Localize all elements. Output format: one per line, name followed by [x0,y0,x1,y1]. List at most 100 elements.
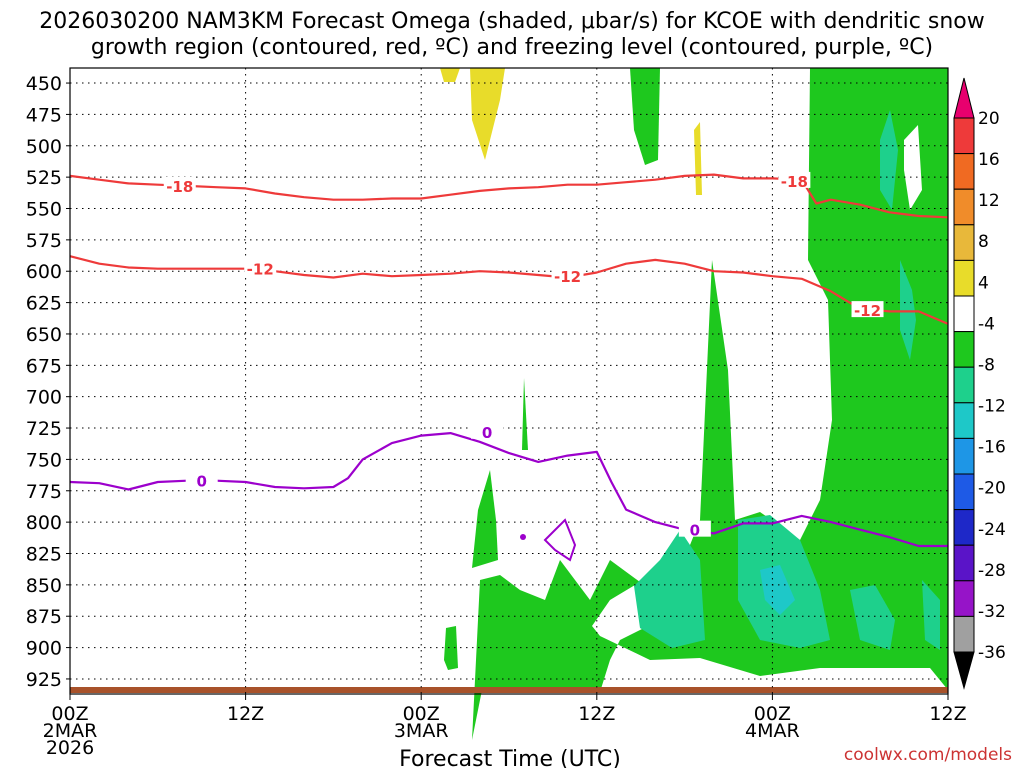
y-tick-label: 800 [26,512,62,534]
colorbar-top-arrow [953,77,975,119]
y-tick-label: 575 [26,230,62,252]
y-tick-label: 525 [26,167,62,189]
watermark-text: coolwx.com/models [844,745,1012,765]
y-axis-ticks: 450 475 500 525 550 575 600 625 650 675 700 725 750 7… [26,73,70,691]
contour-label: -12 [247,261,274,279]
x-tick-label: 12Z [227,703,264,725]
y-tick-label: 750 [26,449,62,471]
colorbar-label: -8 [978,355,995,375]
omega-region-11 [760,565,795,615]
y-tick-label: 725 [26,418,62,440]
contour-label: -12 [854,302,881,320]
colorbar-band [953,117,975,155]
plot-frame [69,67,949,695]
y-tick-label: 650 [26,324,62,346]
colorbar-band [953,437,975,475]
colorbar-label: 16 [978,150,1000,170]
omega-region-4 [630,68,660,165]
colorbar-band [953,509,975,546]
omega-region-3 [522,378,528,450]
contour-lines: -18 -18 -12 -12 -12 0 0 0 [69,171,949,562]
colorbar-band [953,366,975,404]
freezing-level-dot [520,534,526,540]
omega-region-8 [922,580,940,650]
contour-label-bg [851,301,884,318]
omega-region-0 [472,68,948,740]
contour-label: 0 [196,473,206,491]
colorbar-label: 4 [978,273,989,293]
contour-label-bg [551,267,584,284]
x-axis-label: Forecast Time (UTC) [399,747,621,768]
contour-label-bg [678,520,711,537]
colorbar-band [953,473,975,511]
y-tick-label: 475 [26,104,62,126]
contour-label-bg [244,259,277,276]
contour-line-0 [69,173,949,219]
colorbar: 20 16 12 8 4 -4 -8 -12 -16 -20 -24 -28 -32 -36 [953,77,1006,690]
colorbar-label: 12 [978,191,1000,211]
x-tick-label: 00Z [754,703,791,725]
freezing-level-loop [543,518,577,562]
contour-label-bg [185,471,218,488]
colorbar-band [953,295,975,333]
chart-title-line-1: 2026030200 NAM3KM Forecast Omega (shaded… [39,9,984,34]
colorbar-label: 8 [978,232,989,252]
colorbar-band [953,580,975,617]
y-tick-label: 625 [26,293,62,315]
colorbar-label: -12 [978,397,1006,417]
contour-label: -18 [781,173,808,191]
contour-label-bg [471,422,504,439]
colorbar-label: -4 [978,314,995,334]
omega-region-10 [900,260,916,360]
y-tick-label: 775 [26,481,62,503]
x-tick-label: 00Z [403,703,440,725]
y-tick-label: 600 [26,261,62,283]
contour-label: 0 [690,522,700,540]
omega-region-9 [880,110,898,210]
grid-lines [70,68,948,694]
y-tick-label: 550 [26,199,62,221]
colorbar-band [953,615,975,653]
terrain-ground [70,687,948,693]
colorbar-bottom-arrow [953,651,975,690]
x-tick-label: 12Z [929,703,966,725]
omega-region-15 [694,122,702,195]
y-tick-label: 900 [26,638,62,660]
colorbar-label: -32 [978,602,1006,622]
contour-line-1 [69,255,949,325]
colorbar-label: -16 [978,438,1006,458]
colorbar-band [953,153,975,190]
y-tick-label: 825 [26,543,62,565]
colorbar-label: -28 [978,561,1006,581]
colorbar-label: -24 [978,520,1006,540]
contour-line-2 [69,432,948,548]
colorbar-band [953,544,975,582]
colorbar-label: 20 [978,109,1000,129]
chart-title-line-2: growth region (contoured, red, ºC) and f… [91,35,933,60]
omega-shading [440,68,948,740]
x-tick-label: 4MAR [745,720,800,742]
contour-label: -12 [554,268,581,286]
y-tick-label: 675 [26,355,62,377]
colorbar-label: -36 [978,643,1006,663]
colorbar-band [953,331,975,368]
x-tick-label: 2MAR [43,720,98,742]
omega-region-7 [850,585,895,650]
omega-region-5 [634,530,705,648]
colorbar-band [953,259,975,297]
y-tick-label: 850 [26,575,62,597]
colorbar-label: -20 [978,479,1006,499]
omega-region-2 [444,626,458,670]
contour-label-bg [163,176,196,193]
colorbar-band [953,224,975,261]
colorbar-band [953,188,975,226]
omega-region-1 [472,470,498,568]
y-tick-label: 700 [26,387,62,409]
x-tick-label: 2026 [46,737,94,759]
y-tick-label: 500 [26,136,62,158]
y-tick-label: 875 [26,606,62,628]
x-tick-label: 12Z [578,703,615,725]
contour-label: 0 [482,424,492,442]
colorbar-band [953,402,975,439]
